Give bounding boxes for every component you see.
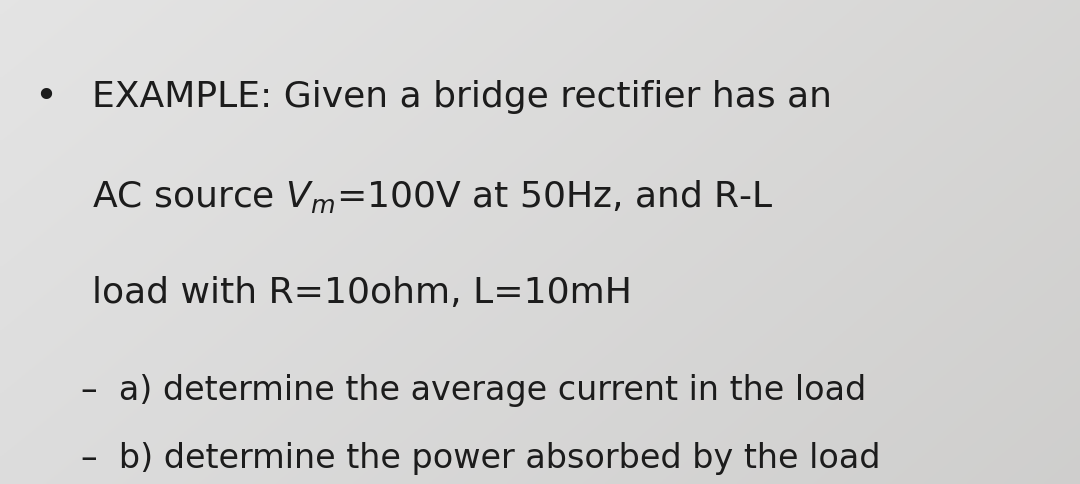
Text: –  b) determine the power absorbed by the load: – b) determine the power absorbed by the… [81,441,880,474]
Text: –  a) determine the average current in the load: – a) determine the average current in th… [81,373,866,406]
Text: •: • [33,78,57,116]
Text: AC source $V_m$=100V at 50Hz, and R-L: AC source $V_m$=100V at 50Hz, and R-L [92,178,773,214]
Text: load with R=10ohm, L=10mH: load with R=10ohm, L=10mH [92,276,632,310]
Text: EXAMPLE: Given a bridge rectifier has an: EXAMPLE: Given a bridge rectifier has an [92,80,832,114]
